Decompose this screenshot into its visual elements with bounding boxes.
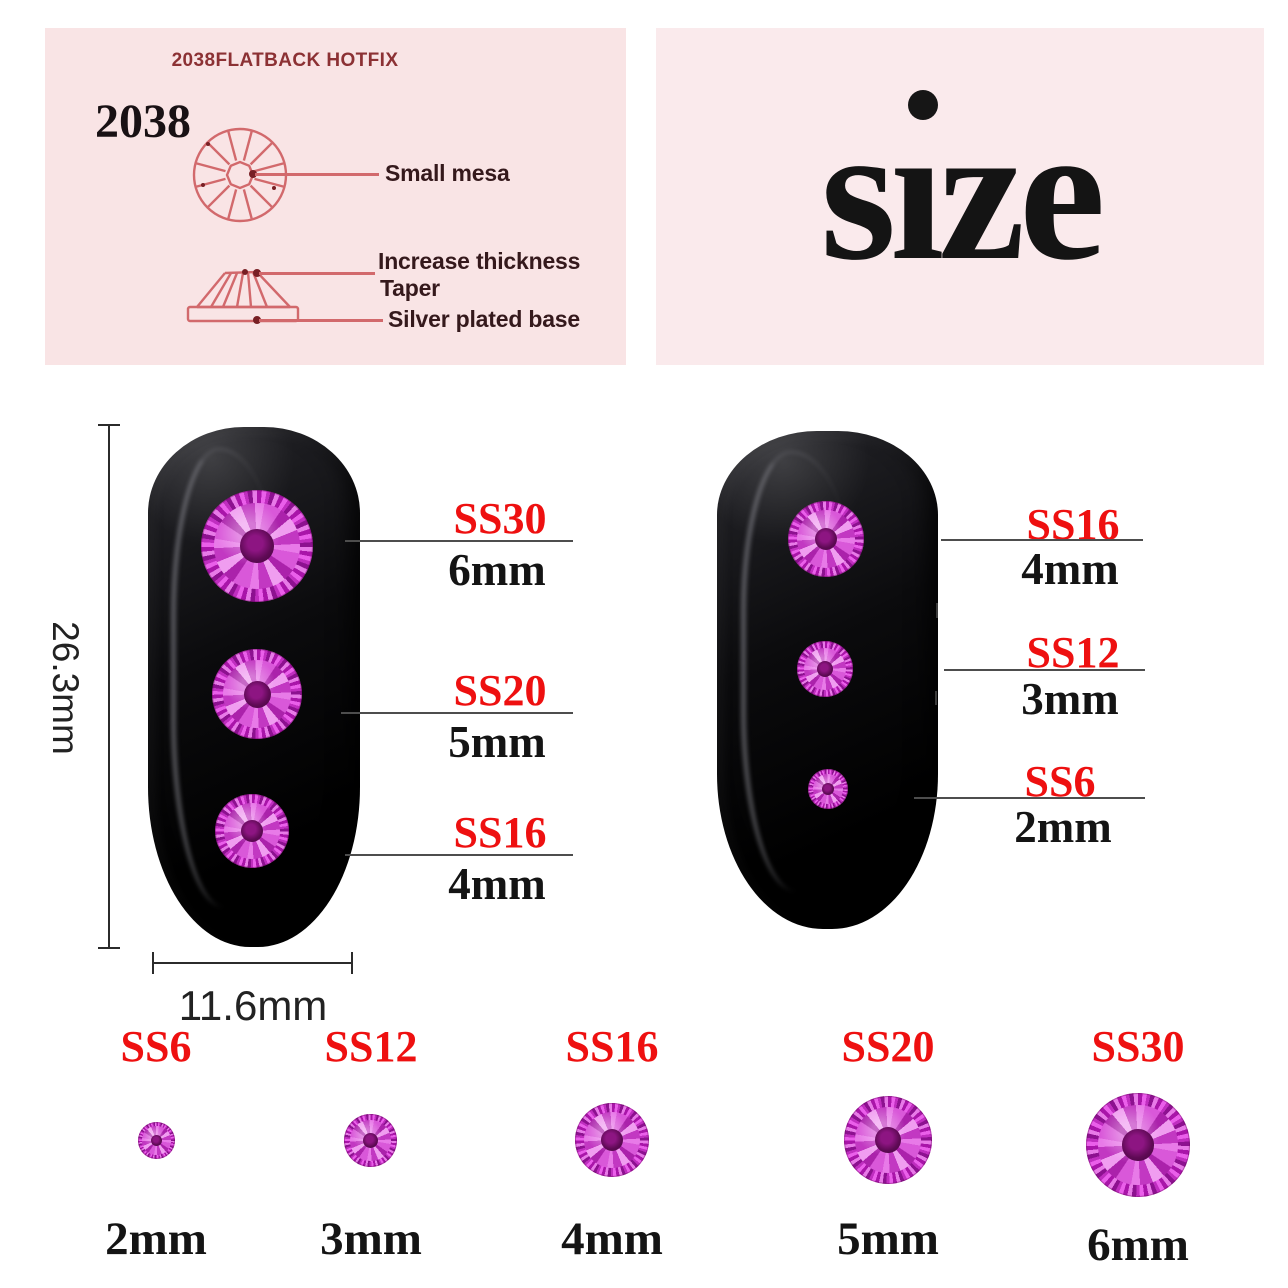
model-number: 2038 — [95, 95, 191, 148]
mesa-leader-dot — [249, 170, 257, 178]
callout-size: 4mm — [448, 859, 546, 909]
callout-code: SS20 — [453, 666, 547, 715]
thickness-label: Increase thickness — [378, 248, 581, 274]
rhinestone-ss12 — [797, 641, 853, 697]
row-rhinestone-ss30 — [1086, 1093, 1190, 1197]
callout-line — [345, 540, 573, 542]
width-dim-right-cap — [351, 952, 353, 974]
size-title-ze: ze — [938, 85, 1105, 301]
row-size: 4mm — [561, 1213, 663, 1265]
nail-edge-tick — [936, 603, 938, 618]
height-dim-label: 26.3mm — [45, 621, 86, 755]
row-size: 2mm — [105, 1213, 207, 1265]
row-code: SS6 — [120, 1022, 192, 1071]
rhinestone-ss16 — [215, 794, 289, 868]
row-code: SS20 — [841, 1022, 935, 1071]
size-panel: sıze — [656, 28, 1264, 365]
rhinestone-ss16 — [788, 501, 864, 577]
rhinestone-ss20 — [212, 649, 302, 739]
row-rhinestone-ss6 — [138, 1122, 175, 1159]
rhinestone-ss30 — [201, 490, 313, 602]
right-nail-shine — [741, 450, 851, 892]
mesa-leader-line — [255, 173, 379, 176]
callout-code: SS30 — [453, 494, 547, 543]
rhinestone-ss6 — [808, 769, 848, 809]
callout-size: 2mm — [1014, 802, 1112, 852]
callout-line — [345, 854, 573, 856]
i-dot — [908, 90, 938, 120]
spec-title: 2038FLATBACK HOTFIX — [171, 50, 399, 71]
row-code: SS30 — [1091, 1022, 1185, 1071]
width-dim-line — [153, 962, 352, 964]
nail-edge-tick — [935, 691, 937, 705]
base-leader-dot — [253, 316, 261, 324]
stone-top-view-diagram — [192, 127, 288, 223]
callout-size: 4mm — [1021, 544, 1119, 594]
callout-size: 3mm — [1021, 674, 1119, 724]
callout-line — [944, 669, 1145, 671]
row-size: 5mm — [837, 1213, 939, 1265]
callout-line — [914, 797, 1145, 799]
row-rhinestone-ss12 — [344, 1114, 397, 1167]
row-size: 3mm — [320, 1213, 422, 1265]
callout-code: SS16 — [453, 808, 547, 857]
callout-size: 6mm — [448, 545, 546, 595]
row-code: SS12 — [324, 1022, 418, 1071]
callout-line — [941, 539, 1143, 541]
base-leader-line — [259, 319, 383, 322]
row-rhinestone-ss16 — [575, 1103, 649, 1177]
size-title-i: ı — [890, 85, 944, 301]
callout-line — [341, 712, 573, 714]
spec-panel: 2038FLATBACK HOTFIX 2038 — [45, 28, 626, 365]
base-label: Silver plated base — [388, 306, 580, 332]
callout-code: SS6 — [1024, 757, 1096, 806]
left-nail-shine — [171, 447, 276, 908]
callout-size: 5mm — [448, 717, 546, 767]
callout-code: SS12 — [1026, 628, 1120, 677]
mesa-label: Small mesa — [385, 160, 510, 186]
row-code: SS16 — [565, 1022, 659, 1071]
height-dim-bottom-cap — [98, 947, 120, 949]
size-title: sıze — [656, 96, 1264, 291]
row-rhinestone-ss20 — [844, 1096, 932, 1184]
taper-label: Taper — [380, 275, 440, 301]
thickness-leader-dot — [253, 269, 261, 277]
stone-side-view-diagram — [186, 269, 300, 323]
thickness-leader-line — [259, 272, 375, 275]
height-dim-line — [108, 425, 110, 949]
width-dim-label: 11.6mm — [178, 982, 328, 1029]
row-size: 6mm — [1087, 1219, 1189, 1271]
size-title-s: s — [820, 85, 896, 301]
